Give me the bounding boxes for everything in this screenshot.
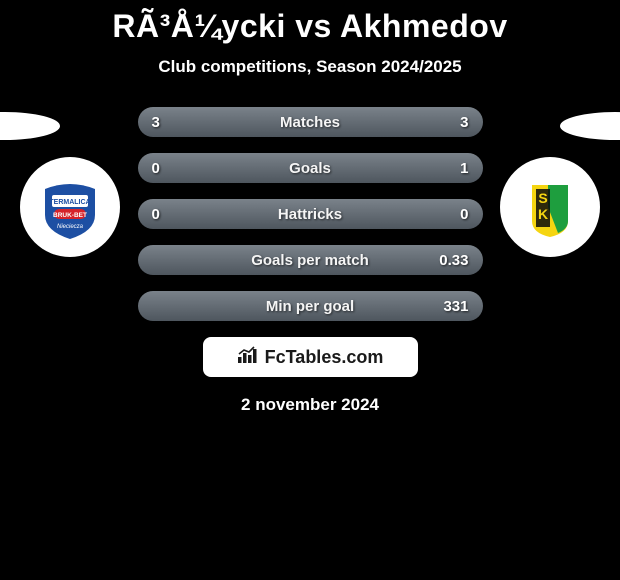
stat-label: Min per goal [266, 298, 354, 315]
right-club-badge: S K [500, 157, 600, 257]
left-club-crest-icon: TERMALICA BRUK-BET Nieciecza [30, 167, 110, 247]
stat-right-value: 3 [431, 114, 469, 131]
stat-row: Goals per match 0.33 [138, 245, 483, 275]
site-logo-text: FcTables.com [265, 347, 384, 368]
svg-text:TERMALICA: TERMALICA [49, 199, 90, 206]
stat-label: Goals per match [251, 252, 369, 269]
right-club-crest-icon: S K [510, 167, 590, 247]
stat-label: Hattricks [278, 206, 342, 223]
stat-row: Min per goal 331 [138, 291, 483, 321]
left-club-badge: TERMALICA BRUK-BET Nieciecza [20, 157, 120, 257]
stat-left-value: 0 [152, 206, 190, 223]
site-logo-badge: FcTables.com [203, 337, 418, 377]
chart-icon [237, 346, 259, 369]
svg-text:K: K [538, 206, 548, 222]
stat-label: Goals [289, 160, 331, 177]
stats-list: 3 Matches 3 0 Goals 1 0 Hattricks 0 Goal… [138, 107, 483, 321]
stat-right-value: 1 [431, 160, 469, 177]
comparison-content: TERMALICA BRUK-BET Nieciecza S K 3 Match… [0, 107, 620, 415]
stat-right-value: 0.33 [431, 252, 469, 269]
subtitle: Club competitions, Season 2024/2025 [0, 57, 620, 77]
svg-text:Nieciecza: Nieciecza [57, 224, 84, 230]
stat-label: Matches [280, 114, 340, 131]
stat-right-value: 0 [431, 206, 469, 223]
svg-text:S: S [538, 190, 547, 206]
stat-row: 0 Goals 1 [138, 153, 483, 183]
date-text: 2 november 2024 [0, 395, 620, 415]
stat-row: 3 Matches 3 [138, 107, 483, 137]
stat-left-value: 0 [152, 160, 190, 177]
stat-row: 0 Hattricks 0 [138, 199, 483, 229]
stat-left-value: 3 [152, 114, 190, 131]
left-ellipse [0, 112, 60, 140]
stat-right-value: 331 [431, 298, 469, 315]
right-ellipse [560, 112, 620, 140]
page-title: RÃ³Å¼ycki vs Akhmedov [0, 0, 620, 45]
svg-text:BRUK-BET: BRUK-BET [53, 212, 87, 219]
